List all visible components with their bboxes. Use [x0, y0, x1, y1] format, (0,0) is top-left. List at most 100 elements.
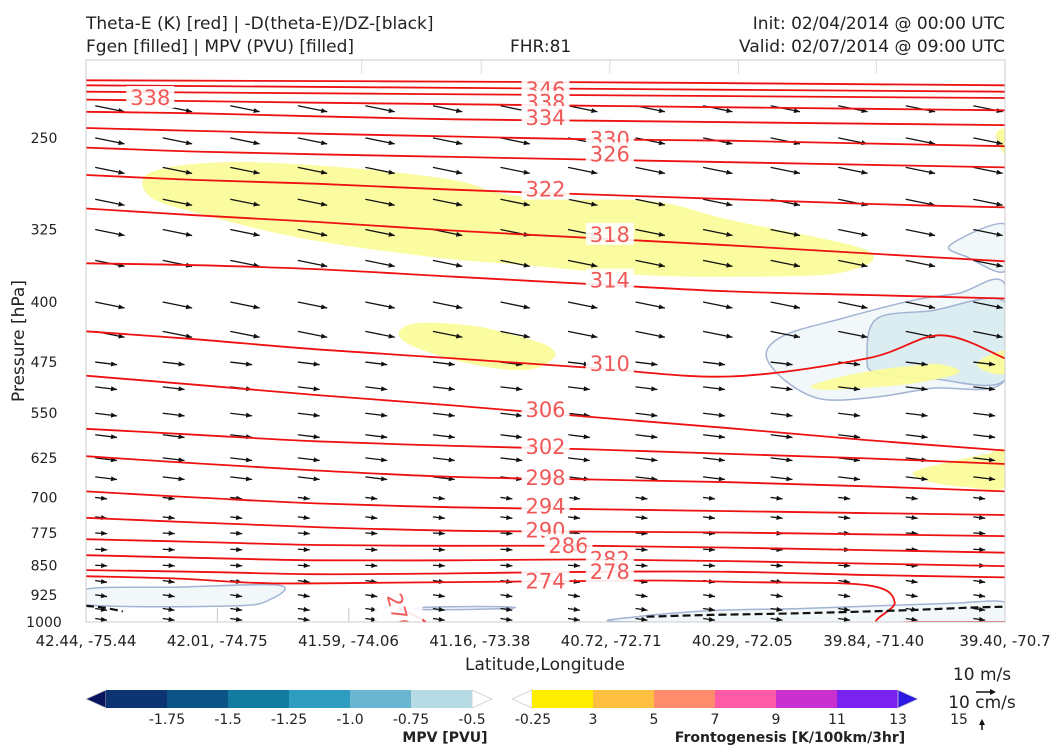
colorbar-arrow: [471, 689, 493, 709]
wind-vector: [973, 616, 986, 622]
vector-key-arrows: [976, 689, 996, 730]
wind-vector: [567, 330, 598, 339]
wind-vector: [432, 198, 463, 207]
y-tick-label: 325: [31, 223, 58, 239]
theta-e-contour-314: [86, 262, 1005, 300]
wind-vector: [297, 330, 328, 339]
y-tick-label: 475: [31, 355, 58, 371]
wind-vector: [432, 495, 445, 501]
wind-vector: [500, 434, 523, 440]
colorbar-tick: -0.25: [515, 712, 551, 728]
wind-vector: [567, 495, 581, 501]
wind-vector: [703, 457, 726, 463]
wind-vector: [702, 166, 733, 175]
wind-vector: [702, 259, 733, 268]
wind-vector: [567, 593, 580, 599]
wind-vector: [635, 547, 648, 553]
wind-vector: [567, 166, 598, 175]
wind-vector: [230, 412, 253, 418]
wind-vector: [230, 330, 260, 339]
theta-e-contour-274: [86, 575, 1005, 622]
wind-vector: [365, 515, 378, 521]
wind-vector: [838, 476, 861, 482]
wind-vector: [973, 495, 986, 501]
wind-vector: [162, 578, 175, 584]
wind-vector: [838, 578, 851, 584]
wind-vector: [162, 457, 185, 463]
wind-vector: [905, 476, 928, 482]
colorbar-tick: 15: [950, 712, 968, 728]
wind-vector: [973, 412, 996, 418]
wind-vector: [432, 530, 445, 536]
wind-vector: [770, 606, 783, 612]
y-tick-label: 1000: [26, 615, 62, 631]
wind-vector: [432, 259, 463, 268]
wind-vector: [838, 301, 868, 310]
wind-vector: [770, 259, 801, 268]
wind-vector: [162, 434, 185, 440]
colorbar-swatch: [715, 690, 777, 708]
wind-vector: [635, 259, 666, 268]
wind-vector: [230, 616, 243, 622]
wind-vector: [432, 301, 463, 310]
wind-vector: [365, 457, 388, 463]
wind-vector: [567, 386, 590, 392]
theta-e-label-bg: [544, 533, 593, 556]
wind-vector: [432, 616, 445, 622]
wind-vector: [162, 412, 185, 418]
wind-vector: [297, 386, 320, 392]
wind-vector: [162, 198, 193, 207]
colorbar-tick: -1.25: [271, 712, 307, 728]
theta-e-contour-326: [86, 146, 1005, 169]
wind-vector: [95, 137, 125, 146]
wind-vector: [162, 593, 175, 599]
wind-vector: [838, 495, 851, 501]
y-tick-label: 850: [31, 558, 58, 574]
y-tick-label: 400: [31, 295, 58, 311]
wind-vector: [770, 361, 793, 367]
wind-vector: [703, 616, 716, 622]
wind-vector: [905, 259, 936, 268]
wind-vector: [770, 515, 783, 521]
theta-e-label-bg: [521, 105, 570, 128]
wind-vector: [162, 330, 193, 339]
colorbar-tick: -1.0: [336, 712, 363, 728]
wind-vector: [770, 616, 783, 622]
theta-e-label-bg: [585, 142, 634, 165]
wind-vector: [635, 301, 666, 310]
wind-vector: [973, 259, 1003, 268]
wind-vector: [230, 457, 253, 463]
wind-vector: [432, 137, 463, 146]
colorbar-swatch: [289, 690, 351, 708]
wind-vector: [230, 166, 260, 175]
wind-vector: [95, 578, 108, 584]
wind-vector: [500, 166, 531, 175]
wind-vector: [500, 301, 531, 310]
wind-vector: [905, 228, 936, 237]
y-tick-label: 775: [31, 526, 58, 542]
wind-vector: [162, 137, 193, 146]
colorbar-tick: 9: [772, 712, 781, 728]
colorbar-tick: -1.5: [214, 712, 241, 728]
wind-vector: [162, 530, 175, 536]
wind-vector: [973, 386, 996, 392]
wind-vector: [500, 457, 523, 463]
wind-vector: [635, 606, 648, 612]
wind-vector: [230, 547, 243, 553]
wind-vector: [297, 259, 328, 268]
theta-e-label: 306: [525, 398, 565, 422]
wind-vector: [635, 166, 666, 175]
wind-vector: [365, 495, 378, 501]
wind-vector: [297, 616, 310, 622]
wind-vector: [567, 515, 581, 521]
wind-vector: [500, 137, 531, 146]
wind-vector: [635, 228, 666, 237]
wind-vector: [95, 412, 118, 418]
wind-vector: [162, 563, 175, 569]
title-line-2: Fgen [filled] | MPV (PVU) [filled]: [86, 37, 355, 57]
wind-vector: [838, 593, 851, 599]
wind-vector: [162, 361, 185, 367]
init-time: Init: 02/04/2014 @ 00:00 UTC: [752, 14, 1005, 34]
wind-vector: [297, 166, 328, 175]
